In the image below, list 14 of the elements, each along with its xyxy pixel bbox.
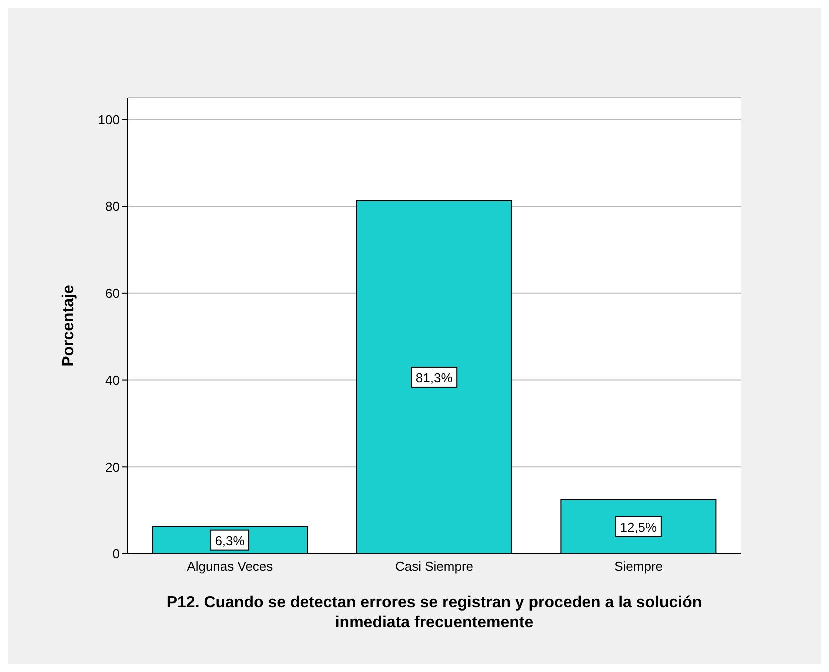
data-label: 6,3% <box>215 533 246 548</box>
data-label: 12,5% <box>620 520 658 535</box>
x-tick-label: Casi Siempre <box>395 559 474 574</box>
data-label: 81,3% <box>416 370 454 386</box>
y-tick-label: 40 <box>106 372 120 388</box>
y-tick-label: 0 <box>112 546 120 562</box>
y-axis-title: Porcentaje <box>60 284 78 367</box>
x-tick-label: Siempre <box>614 559 664 574</box>
y-tick-label: 20 <box>106 460 120 475</box>
y-tick-label: 80 <box>106 199 120 214</box>
x-tick-label: Algunas Veces <box>187 559 274 574</box>
y-tick-label: 60 <box>106 286 120 302</box>
x-axis-title: P12. Cuando se detectan errores se registran y proceden a la solución inmediata frecuentemente <box>166 594 702 632</box>
y-tick-label: 100 <box>98 112 120 128</box>
